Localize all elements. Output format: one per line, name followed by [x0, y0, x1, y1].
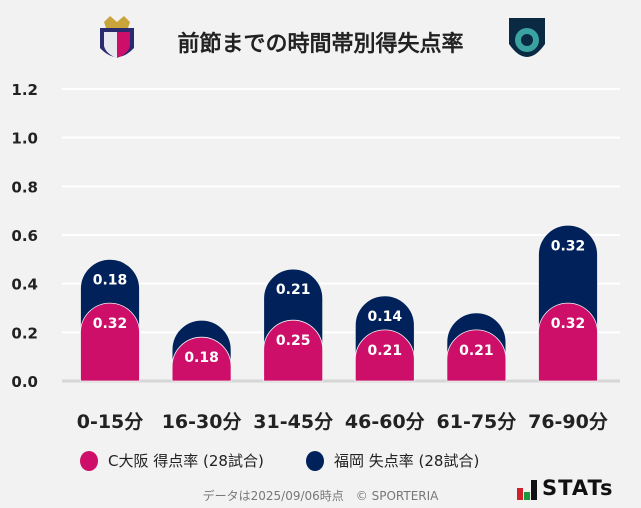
footer-note: データは2025/09/06時点 © SPORTERIA — [202, 489, 439, 503]
x-tick-label: 16-30分 — [162, 411, 242, 433]
y-tick-label: 1.0 — [11, 130, 38, 148]
data-label-away: 0.14 — [368, 309, 403, 325]
data-label-home: 0.18 — [184, 350, 219, 366]
y-tick-label: 0.6 — [11, 227, 38, 245]
legend-home: C大阪 得点率 (28試合) — [80, 450, 264, 471]
y-tick-label: 0.8 — [11, 178, 38, 196]
legend-swatch-away — [306, 450, 324, 471]
bar-chart: 0.0 0.2 0.4 0.6 0.8 1.0 1.2 0.32 0.18 0-15分 0.18 16… — [11, 81, 620, 433]
x-tick-label: 46-60分 — [345, 411, 425, 433]
data-label-home: 0.21 — [459, 343, 494, 359]
data-label-away: 0.21 — [276, 282, 311, 298]
data-label-away: 0.32 — [551, 238, 586, 254]
x-tick-label: 61-75分 — [437, 411, 517, 433]
stats-brand: STATs — [542, 476, 614, 500]
bar-home — [538, 302, 598, 382]
x-tick-label: 0-15分 — [77, 411, 144, 433]
legend-label-home: C大阪 得点率 (28試合) — [108, 452, 264, 470]
y-tick-label: 0.0 — [11, 373, 38, 391]
data-label-home: 0.25 — [276, 333, 311, 349]
legend-label-away: 福岡 失点率 (28試合) — [334, 452, 480, 470]
data-label-home: 0.32 — [551, 316, 586, 332]
data-label-away: 0.18 — [93, 272, 128, 288]
data-label-home: 0.21 — [368, 343, 403, 359]
y-tick-label: 0.4 — [11, 276, 38, 294]
data-label-home: 0.32 — [93, 316, 128, 332]
bar-home — [80, 302, 140, 382]
cerezo-osaka-logo — [100, 16, 134, 58]
bar-home — [263, 319, 324, 382]
stats-logo: STATs — [516, 476, 613, 500]
chart-title: 前節までの時間帯別得失点率 — [177, 32, 464, 57]
x-tick-label: 76-90分 — [528, 411, 608, 433]
legend-away: 福岡 失点率 (28試合) — [306, 450, 479, 471]
bar-home — [446, 329, 507, 382]
avispa-fukuoka-logo — [509, 18, 545, 57]
legend-swatch-home — [80, 450, 98, 471]
bar-home — [354, 329, 415, 382]
x-tick-label: 31-45分 — [253, 411, 333, 433]
y-tick-label: 1.2 — [11, 81, 38, 99]
bar-home — [171, 336, 232, 382]
stats-bars-icon — [517, 480, 537, 500]
y-tick-label: 0.2 — [11, 324, 38, 342]
